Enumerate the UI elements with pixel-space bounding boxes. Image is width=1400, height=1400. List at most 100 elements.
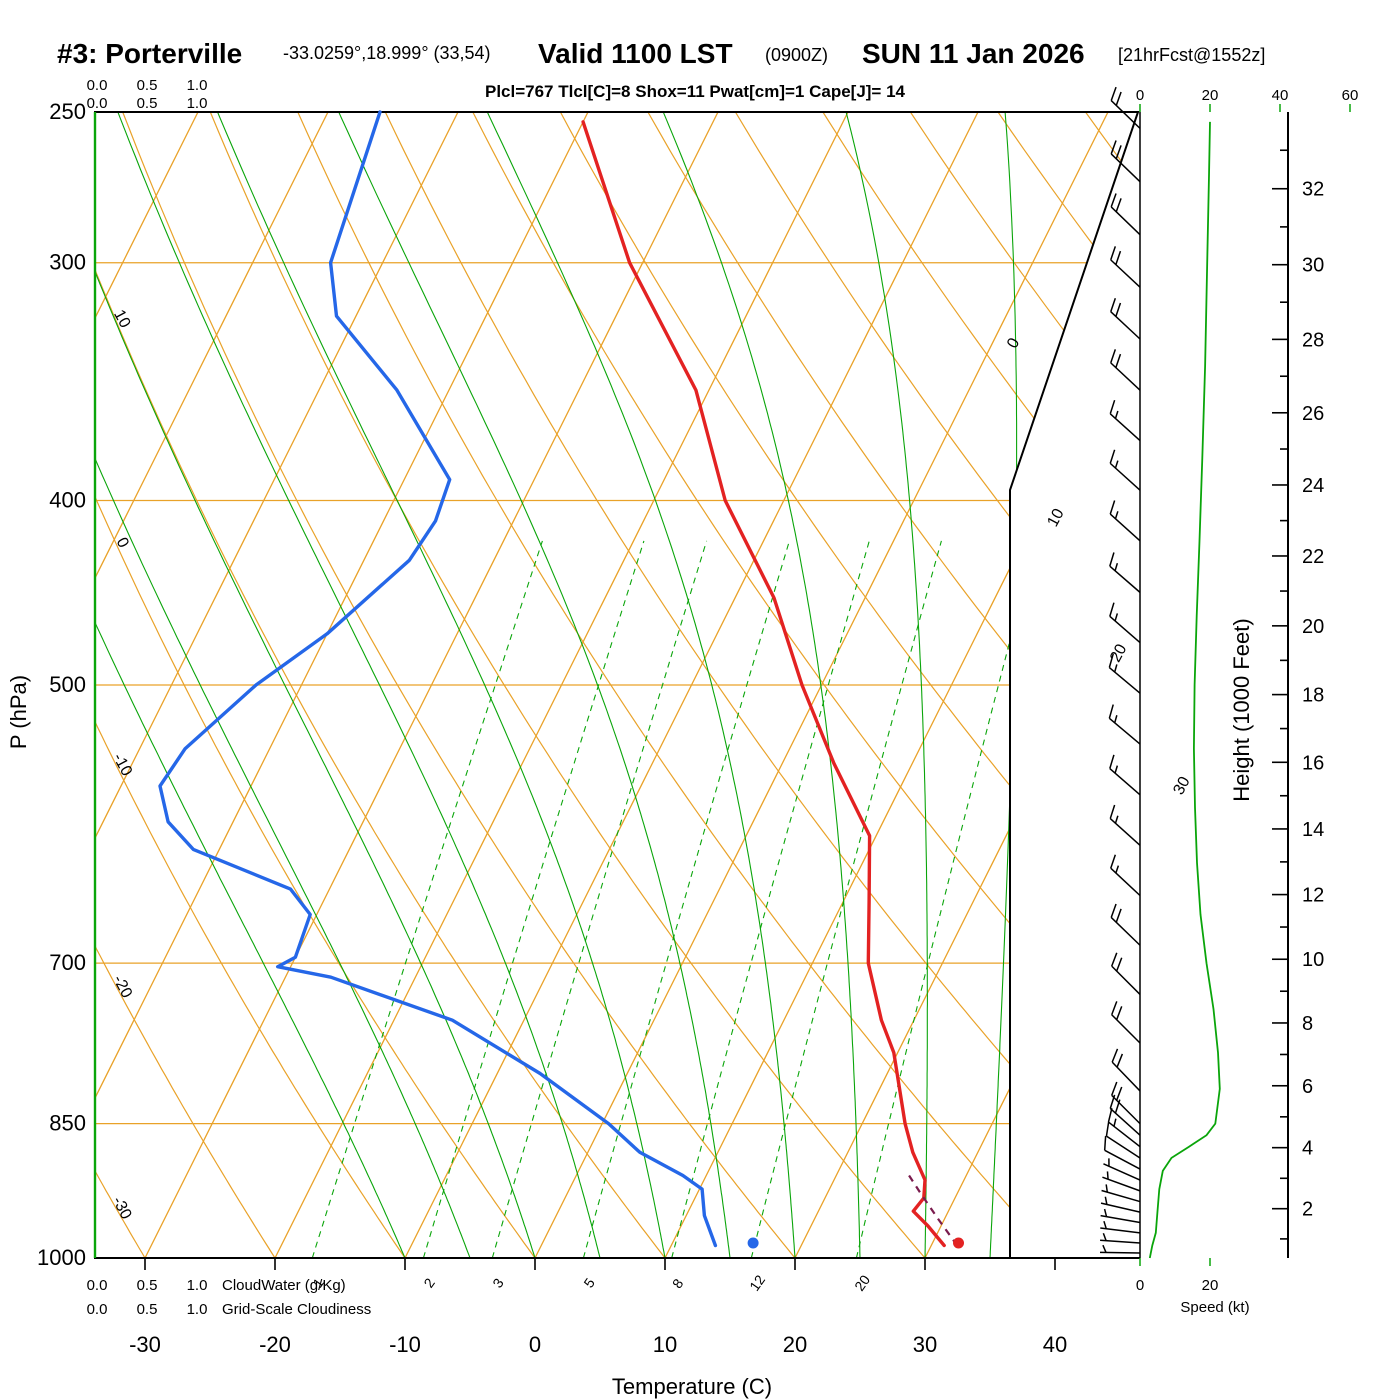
- temperature-axis-title: Temperature (C): [612, 1374, 772, 1399]
- wind-barb-staff: [1110, 100, 1141, 129]
- mixing-ratio-line: [311, 540, 543, 1258]
- cloudwater-axis-title: CloudWater (g/Kg): [222, 1277, 346, 1294]
- wind-barb-full: [1109, 804, 1116, 819]
- isotherm-line: [95, 112, 589, 1258]
- wind-barb: [1110, 903, 1141, 946]
- moist-adiabat-grid: [95, 112, 1018, 1258]
- wind-barb: [1109, 500, 1141, 542]
- wind-barb: [1107, 1108, 1141, 1148]
- wind-barb-staff: [1108, 717, 1141, 745]
- wind-barb-half: [1104, 1196, 1108, 1205]
- isotherm-line: [144, 112, 719, 1258]
- forecast-info: [21hrFcst@1552z]: [1118, 45, 1265, 65]
- cloudwater-scale-tick-top: 0.0: [87, 77, 108, 94]
- sounding-profiles: [158, 110, 965, 1249]
- mixing-ratio-line: [750, 540, 942, 1258]
- pressure-tick-label: 500: [49, 672, 86, 697]
- wind-barb-full: [1114, 1099, 1121, 1114]
- sounding-parameters: Plcl=767 Tlcl[C]=8 Shox=11 Pwat[cm]=1 Ca…: [485, 82, 906, 101]
- cloudiness-scale-tick-top: 0.5: [137, 95, 158, 112]
- moist-adiabat-line: [843, 112, 928, 1258]
- wind-panel: [1099, 86, 1221, 1259]
- dry-adiabat-line: [997, 112, 1138, 1258]
- isotherm-label: 10: [1044, 506, 1067, 530]
- height-tick-label: 26: [1302, 403, 1324, 425]
- moist-adiabat-line: [483, 112, 796, 1258]
- plot-border: [93, 111, 1141, 1259]
- dry-adiabat-label: -30: [109, 1194, 135, 1222]
- dewpoint-profile: [158, 110, 718, 1248]
- wind-barb-full: [1110, 140, 1117, 155]
- wind-barb-half: [1114, 562, 1119, 571]
- speed-tick-label-bottom: 0: [1136, 1277, 1144, 1294]
- isotherm-label: 0: [1004, 335, 1023, 351]
- wind-barb-full: [1111, 952, 1118, 967]
- wind-barb-half: [1114, 410, 1119, 419]
- wind-barb-staff: [1106, 1135, 1141, 1159]
- wind-barb-staff: [1110, 311, 1141, 340]
- wind-barb: [1111, 952, 1141, 995]
- wind-barb: [1100, 1208, 1141, 1224]
- height-tick-label: 12: [1302, 885, 1324, 907]
- temp-tick-label: 20: [783, 1332, 807, 1357]
- wind-barb-full: [1108, 653, 1114, 668]
- mixing-ratio-label: 5: [580, 1275, 598, 1291]
- wind-barb: [1110, 854, 1141, 897]
- wind-barb: [1109, 804, 1141, 846]
- wind-barb-staff: [1100, 1202, 1141, 1213]
- wind-barb: [1109, 399, 1141, 442]
- station-coords: -33.0259°,18.999° (33,54): [283, 43, 491, 63]
- wind-barb-staff: [1109, 462, 1141, 491]
- wind-barb: [1111, 1001, 1141, 1044]
- wind-barb: [1105, 1121, 1141, 1159]
- mixing-ratio-label: 8: [669, 1275, 687, 1291]
- cloudiness-scale-tick-bottom: 0.0: [87, 1301, 108, 1318]
- pressure-tick-label: 700: [49, 950, 86, 975]
- height-tick-label: 18: [1302, 685, 1324, 707]
- wind-barb-half: [1106, 1171, 1109, 1180]
- temp-tick-label: -20: [259, 1332, 291, 1357]
- height-tick-label: 28: [1302, 329, 1324, 351]
- cloudiness-scale-tick-bottom: 0.5: [137, 1301, 158, 1318]
- wind-barb-full: [1109, 1094, 1116, 1109]
- speed-tick-label-top: 60: [1342, 87, 1359, 104]
- wind-barb: [1108, 653, 1141, 694]
- cloudwater-scale-tick-bottom: 0.5: [137, 1277, 158, 1294]
- wind-barb: [1100, 1232, 1141, 1244]
- wind-barb-half: [1114, 765, 1119, 774]
- wind-barb: [1110, 86, 1141, 129]
- height-tick-label: 10: [1302, 949, 1324, 971]
- speed-tick-label-top: 20: [1202, 87, 1219, 104]
- isotherm-line: [95, 112, 329, 1258]
- height-tick-label: 22: [1302, 546, 1324, 568]
- valid-zulu: (0900Z): [765, 45, 828, 65]
- valid-time: Valid 1100 LST: [538, 38, 733, 69]
- wind-barb-half: [1103, 1220, 1107, 1229]
- wind-barb-staff: [1100, 1239, 1141, 1244]
- pressure-axis-title: P (hPa): [6, 675, 31, 749]
- isotherm-line: [404, 112, 979, 1258]
- temp-tick-label: 0: [529, 1332, 541, 1357]
- dry-adiabat-line: [95, 112, 666, 1258]
- wind-barb-half: [1103, 1208, 1108, 1217]
- mixing-ratio-label: 20: [851, 1272, 873, 1294]
- temp-tick-label: 30: [913, 1332, 937, 1357]
- wind-barb-staff: [1111, 1061, 1141, 1092]
- wind-barb-staff: [1100, 1227, 1141, 1234]
- temp-tick-label: -10: [389, 1332, 421, 1357]
- dry-adiabat-label: 10: [110, 307, 133, 331]
- wind-barb-staff: [1110, 259, 1141, 288]
- wind-barb-half: [1113, 715, 1118, 724]
- speed-tick-label-top: 0: [1136, 87, 1144, 104]
- dry-adiabat-line: [297, 112, 1056, 1258]
- wind-barb-staff: [1111, 965, 1141, 995]
- mixing-ratio-label: 2: [420, 1275, 438, 1291]
- height-axis-title: Height (1000 Feet): [1229, 618, 1254, 801]
- wind-barb: [1100, 1220, 1141, 1234]
- wind-barb-full: [1105, 1121, 1110, 1137]
- dry-adiabat-line: [734, 112, 1138, 1258]
- mixing-ratio-line: [671, 540, 870, 1258]
- wind-barb: [1110, 193, 1141, 236]
